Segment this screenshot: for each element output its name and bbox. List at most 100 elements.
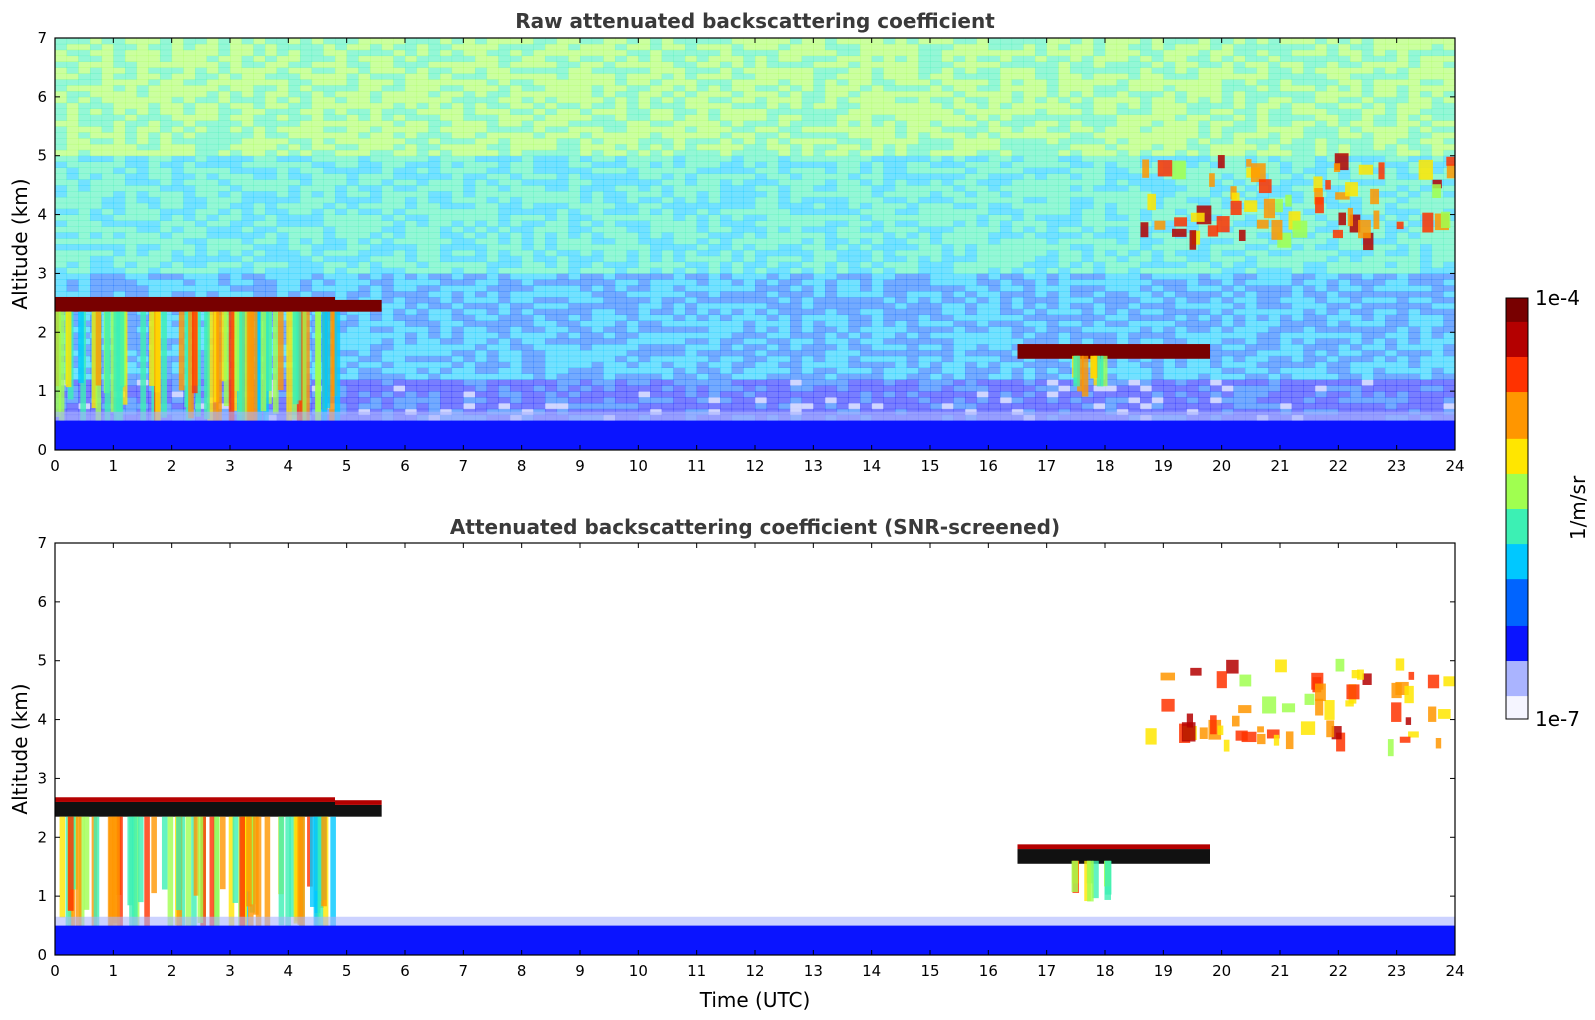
top-noise-cell: [941, 332, 954, 339]
top-noise-cell: [463, 226, 476, 233]
top-noise-cell: [556, 226, 569, 233]
top-noise-cell: [78, 261, 91, 268]
top-noise-cell: [673, 402, 686, 410]
top-noise-cell: [836, 397, 849, 404]
top-noise-cell: [860, 326, 873, 333]
top-noise-cell: [1431, 291, 1444, 298]
top-noise-cell: [428, 402, 441, 410]
top-noise-cell: [171, 326, 184, 333]
top-noise-cell: [1046, 397, 1059, 404]
top-noise-cell: [813, 320, 826, 327]
top-noise-cell: [871, 302, 884, 310]
top-noise-cell: [486, 296, 499, 304]
top-noise-cell: [1151, 302, 1164, 310]
top-noise-cell: [848, 238, 861, 245]
top-noise-cell: [370, 367, 383, 374]
top-noise-cell: [533, 308, 546, 316]
top-noise-cell: [1163, 326, 1176, 333]
top-noise-cell: [183, 226, 196, 233]
top-noise-cell: [1373, 349, 1386, 357]
top-noise-cell: [1431, 249, 1444, 257]
top-noise-cell: [1186, 397, 1199, 404]
top-noise-cell: [941, 397, 954, 404]
top-noise-cell: [276, 261, 289, 268]
top-noise-cell: [346, 355, 359, 363]
top-noise-cell: [510, 202, 523, 210]
top-noise-cell: [1151, 397, 1164, 404]
top-noise-cell: [183, 208, 196, 215]
top-noise-cell: [591, 249, 604, 257]
top-noise-cell: [440, 238, 453, 245]
top-noise-cell: [1105, 279, 1118, 286]
top-noise-cell: [556, 220, 569, 227]
top-noise-cell: [766, 291, 779, 298]
top-noise-cell: [685, 261, 698, 268]
top-noise-cell: [591, 273, 604, 280]
top-noise-cell: [731, 238, 744, 245]
top-noise-cell: [1081, 249, 1094, 257]
top-noise-cell: [1303, 320, 1316, 327]
top-noise-cell: [638, 302, 651, 310]
top-noise-cell: [451, 214, 464, 221]
top-noise-cell: [1198, 267, 1211, 274]
top-noise-cell: [871, 214, 884, 221]
top-noise-cell: [1011, 397, 1024, 404]
top-noise-cell: [778, 338, 791, 345]
top-noise-cell: [1105, 302, 1118, 310]
top-noise-cell: [720, 361, 733, 368]
top-noise-cell: [603, 373, 616, 380]
top-noise-cell: [370, 279, 383, 286]
top-noise-cell: [195, 208, 208, 215]
top-noise-cell: [626, 208, 639, 215]
top-noise-cell: [1186, 261, 1199, 268]
top-noise-cell: [265, 232, 278, 239]
top-noise-cell: [953, 296, 966, 304]
top-noise-cell: [370, 267, 383, 274]
top-noise-cell: [953, 402, 966, 410]
top-noise-cell: [370, 385, 383, 392]
top-noise-cell: [55, 267, 68, 274]
top-noise-cell: [206, 202, 219, 210]
top-noise-cell: [1338, 361, 1351, 368]
top-noise-cell: [848, 391, 861, 398]
top-noise-cell: [78, 267, 91, 274]
top-noise-cell: [556, 202, 569, 210]
top-noise-cell: [1093, 226, 1106, 233]
top-noise-cell: [988, 232, 1001, 239]
top-noise-cell: [1151, 326, 1164, 333]
top-noise-cell: [708, 226, 721, 233]
top-noise-cell: [673, 320, 686, 327]
top-noise-cell: [1373, 332, 1386, 339]
top-noise-cell: [708, 320, 721, 327]
top-noise-cell: [813, 302, 826, 310]
top-noise-cell: [1268, 320, 1281, 327]
top-noise-cell: [241, 238, 254, 245]
top-noise-cell: [1093, 296, 1106, 304]
top-noise-cell: [661, 397, 674, 404]
top-noise-cell: [463, 261, 476, 268]
top-noise-cell: [941, 320, 954, 327]
top-noise-cell: [871, 232, 884, 239]
top-noise-cell: [370, 373, 383, 380]
top-noise-cell: [1151, 385, 1164, 392]
top-noise-cell: [615, 326, 628, 333]
top-noise-cell: [1396, 249, 1409, 257]
top-noise-cell: [1081, 244, 1094, 251]
top-noise-cell: [1280, 296, 1293, 304]
top-noise-cell: [965, 296, 978, 304]
top-noise-cell: [673, 361, 686, 368]
top-noise-cell: [696, 244, 709, 251]
top-noise-cell: [311, 285, 324, 292]
top-noise-cell: [533, 338, 546, 345]
top-noise-cell: [696, 238, 709, 245]
top-noise-cell: [1408, 296, 1421, 304]
top-noise-cell: [475, 367, 488, 374]
top-noise-cell: [883, 367, 896, 374]
top-noise-cell: [1280, 379, 1293, 386]
top-noise-cell: [941, 349, 954, 357]
top-noise-cell: [381, 338, 394, 345]
top-noise-cell: [521, 232, 534, 239]
top-noise-cell: [101, 291, 114, 298]
top-noise-cell: [1408, 385, 1421, 392]
top-noise-cell: [766, 202, 779, 210]
